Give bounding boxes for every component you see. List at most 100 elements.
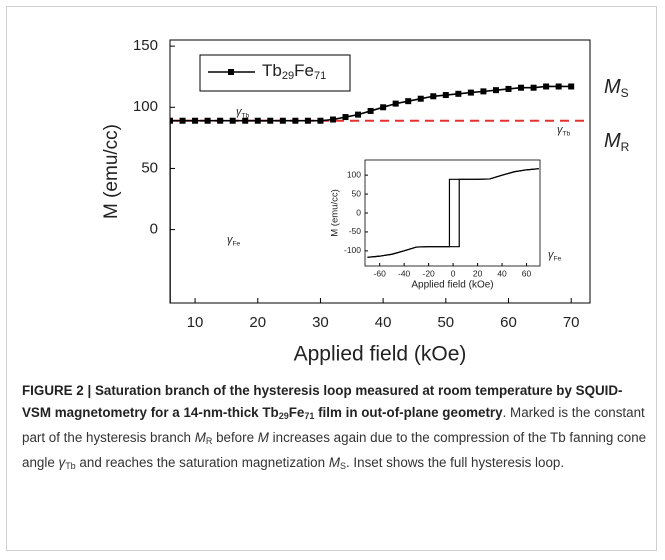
annotation: γTb (557, 124, 571, 137)
annotation-sub: R (621, 140, 630, 154)
annotation-text: M (604, 130, 621, 152)
marker (367, 107, 374, 114)
annotation-text: M (604, 76, 621, 98)
caption-segment: Tb (65, 461, 76, 471)
x-axis-label: Applied field (kOe) (411, 280, 493, 291)
caption-segment: and reaches the saturation magnetization (75, 455, 329, 470)
x-tick-label: 20 (249, 314, 266, 331)
marker (242, 117, 249, 124)
caption-segment: R (205, 436, 213, 446)
x-tick-label: 10 (187, 314, 204, 331)
y-tick-label: 50 (352, 188, 362, 198)
x-tick-label: 20 (473, 268, 483, 278)
x-tick-label: -40 (398, 268, 411, 278)
annotation-sub: Fe (233, 240, 241, 247)
caption-segment: M (257, 430, 269, 445)
y-tick-label: 150 (133, 37, 158, 54)
caption-segment: FIGURE 2 (22, 383, 84, 398)
marker (192, 117, 199, 124)
plot-frame (364, 159, 541, 267)
annotation: γTb (236, 106, 250, 119)
x-tick-label: 60 (522, 268, 532, 278)
legend-label: Tb29Fe71 (262, 61, 326, 81)
marker (505, 85, 512, 92)
x-tick-label: 30 (312, 314, 329, 331)
marker (342, 114, 349, 121)
marker (530, 84, 537, 91)
annotation-sub: S (621, 86, 629, 100)
y-tick-label: -50 (349, 226, 362, 236)
series-group (170, 83, 575, 303)
y-tick-label: 50 (141, 159, 158, 176)
annotation: γFe (227, 234, 241, 247)
caption-segment: 71 (304, 411, 315, 421)
legend-box (199, 54, 351, 92)
marker (170, 117, 173, 124)
marker (417, 95, 424, 102)
figure-frame (6, 6, 657, 551)
annotation-sub: Tb (563, 130, 571, 137)
marker (555, 83, 562, 90)
caption-segment: . Inset shows the full hysteresis loop. (345, 455, 565, 470)
marker (355, 111, 362, 118)
x-tick-label: 0 (451, 268, 456, 278)
x-tick-label: 70 (563, 314, 580, 331)
caption-segment: S (339, 461, 346, 471)
caption-segment: M (328, 455, 340, 470)
caption-segment: . Marked is the constant part of the hys… (22, 405, 645, 445)
y-axis-label: M (emu/cc) (330, 189, 341, 237)
annotation-sub: Tb (242, 112, 250, 119)
x-tick-label: 50 (437, 314, 454, 331)
annotation: γFe (548, 249, 562, 262)
annotation: MS (604, 76, 629, 100)
y-tick-label: 0 (150, 221, 158, 238)
marker (204, 117, 211, 124)
y-axis-label: M (emu/cc) (101, 124, 122, 219)
marker (217, 117, 224, 124)
marker (568, 83, 575, 90)
marker (317, 117, 324, 124)
marker (480, 88, 487, 95)
caption-segment: Saturation branch of the hysteresis loop… (22, 383, 623, 420)
x-axis-label: Applied field (kOe) (294, 343, 467, 366)
series-line (170, 85, 572, 303)
marker (518, 84, 525, 91)
marker (179, 117, 186, 124)
annotation-text: γ (236, 106, 243, 118)
marker (229, 117, 236, 124)
y-tick-label: 0 (356, 207, 361, 217)
chart: 10 20 30 40 50 60 70 0 50 100 150 Applied field (kO… (101, 37, 630, 366)
annotation-sub: Fe (554, 255, 562, 262)
marker (430, 93, 437, 100)
legend-marker (228, 69, 234, 75)
marker (543, 83, 550, 90)
x-tick-label: -60 (374, 268, 387, 278)
x-tick-label: 40 (375, 314, 392, 331)
x-tick-label: 40 (497, 268, 507, 278)
caption-segment: 29 (278, 411, 289, 421)
marker (492, 87, 499, 94)
caption-segment: M (194, 430, 206, 445)
marker (392, 100, 399, 107)
series-group (367, 168, 539, 258)
annotation-text: γ (548, 249, 555, 261)
caption-segment: increases again due to the compression o… (22, 430, 647, 470)
marker (405, 98, 412, 105)
annotation-text: γ (227, 234, 234, 246)
y-tick-label: -100 (344, 245, 361, 255)
marker (380, 104, 387, 111)
marker (279, 117, 286, 124)
y-tick-label: 100 (347, 169, 361, 179)
marker (267, 117, 274, 124)
x-tick-label: 60 (500, 314, 517, 331)
annotation-text: γ (557, 124, 564, 136)
x-tick-label: -20 (422, 268, 435, 278)
marker (254, 117, 261, 124)
caption-segment: before (212, 430, 258, 445)
marker (455, 90, 462, 97)
caption-segment: | (83, 383, 95, 398)
caption-segment: film in out-of-plane geometry (314, 405, 503, 420)
caption: FIGURE 2 | Saturation branch of the hyst… (22, 380, 647, 477)
marker (292, 117, 299, 124)
